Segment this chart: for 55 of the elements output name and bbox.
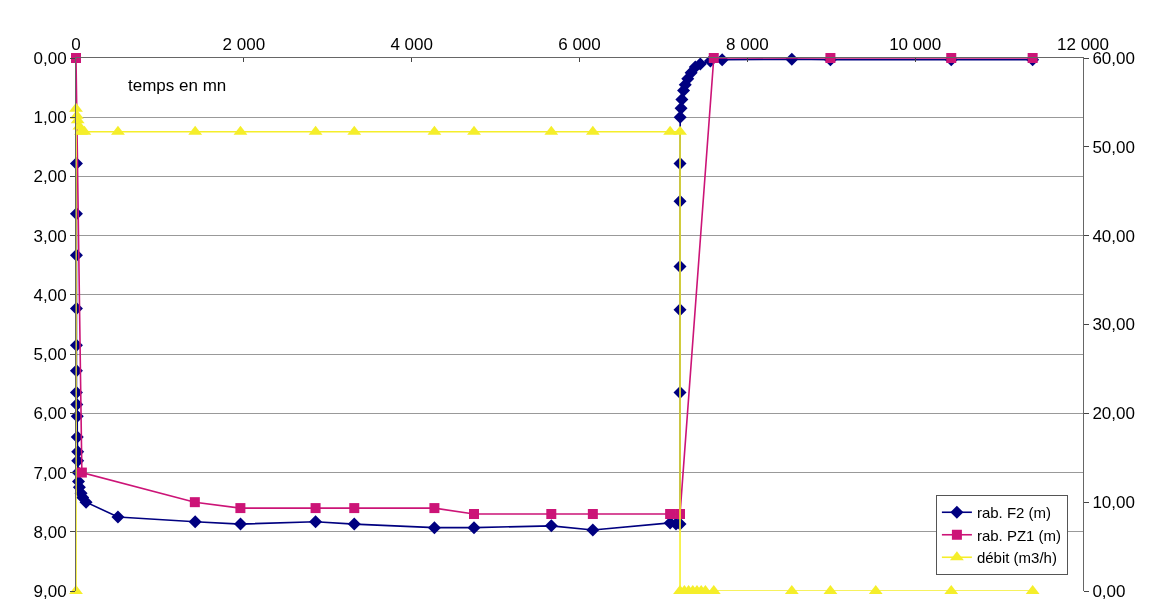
y-tick-label: 8,00 (33, 522, 67, 542)
y-tick-label: 5,00 (33, 345, 67, 365)
x-tick-label: 6 000 (558, 35, 601, 55)
point (544, 519, 558, 533)
y2-tick-label: 20,00 (1092, 404, 1135, 424)
x-tick-label: 2 000 (222, 35, 266, 55)
point (586, 523, 600, 537)
point (76, 467, 87, 478)
point (673, 125, 687, 135)
legend-label: débit (m3/h) (976, 549, 1057, 567)
y2-tick-label: 0,00 (1092, 581, 1126, 601)
point (309, 515, 323, 529)
point (111, 510, 125, 524)
point (946, 53, 957, 63)
y2-tick-label: 40,00 (1092, 226, 1135, 246)
y-tick-label: 4,00 (33, 285, 67, 305)
point (111, 125, 125, 135)
point (233, 517, 247, 531)
point (1027, 53, 1038, 63)
y2-tick-label: 30,00 (1092, 315, 1135, 335)
y-tick-label: 7,00 (33, 463, 67, 483)
point (349, 503, 360, 514)
y2-tick-label: 50,00 (1092, 137, 1135, 157)
x-tick-label: 4 000 (390, 35, 433, 55)
point (429, 503, 440, 514)
y-tick-label: 2,00 (33, 167, 67, 187)
point (188, 515, 202, 529)
point (675, 92, 689, 106)
legend-label: rab. F2 (m) (976, 504, 1052, 522)
y2-tick-label: 10,00 (1092, 493, 1135, 513)
x-tick-label: 0 (71, 35, 81, 55)
point (427, 521, 441, 535)
point (673, 110, 687, 124)
point (546, 509, 557, 520)
x-tick-label: 10 000 (889, 35, 942, 55)
point (587, 509, 598, 520)
point (469, 509, 480, 520)
annotation: temps en mn (128, 76, 227, 95)
y-tick-label: 1,00 (33, 108, 67, 128)
x-tick-label: 8 000 (726, 35, 769, 55)
legend-label: rab. PZ1 (m) (976, 526, 1062, 544)
point (467, 125, 481, 135)
y-tick-label: 6,00 (33, 404, 67, 424)
point (708, 53, 719, 63)
point (825, 53, 836, 63)
point (310, 503, 321, 514)
point (189, 497, 200, 508)
y-tick-label: 3,00 (33, 226, 67, 246)
point (665, 509, 676, 520)
point (347, 517, 361, 531)
point (69, 102, 83, 112)
y-tick-label: 9,00 (33, 581, 67, 601)
y-tick-label: 0,00 (33, 48, 67, 68)
point (467, 521, 481, 535)
point (235, 503, 246, 514)
